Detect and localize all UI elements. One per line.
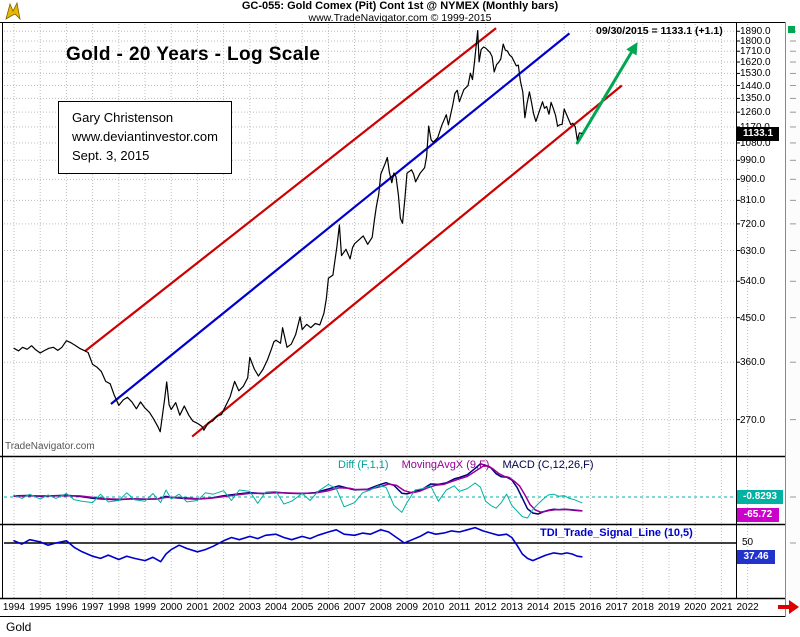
- year-axis-label: 2003: [238, 602, 261, 613]
- current-price-box: 1133.1: [737, 127, 779, 141]
- year-axis-label: 2000: [160, 602, 183, 613]
- movingavgx-value-box: -65.72: [737, 508, 779, 522]
- year-axis-label: 2020: [684, 602, 707, 613]
- year-axis-label: 2010: [422, 602, 445, 613]
- year-axis-label: 2004: [264, 602, 288, 613]
- scroll-right-arrow[interactable]: [778, 599, 800, 615]
- author-annotation-box: Gary Christenson www.deviantinvestor.com…: [58, 101, 232, 174]
- diff-value-box: -0.8293: [737, 490, 783, 504]
- year-axis-label: 2014: [526, 602, 550, 613]
- price-axis-label: 360.0: [740, 357, 766, 369]
- year-axis-label: 2022: [736, 602, 759, 613]
- year-axis-label: 2021: [710, 602, 733, 613]
- tdi-value-box: 37.46: [737, 550, 775, 564]
- year-axis-label: 2011: [448, 602, 471, 613]
- tdi-reference-label: 50: [742, 537, 754, 548]
- price-axis-label: 1890.0: [740, 26, 771, 38]
- year-axis-label: 2005: [291, 602, 314, 613]
- author-website: www.deviantinvestor.com: [72, 128, 218, 144]
- panel2-legend: TDI_Trade_Signal_Line (10,5): [540, 527, 693, 539]
- price-axis-label: 630.0: [740, 245, 766, 257]
- price-axis-label: 810.0: [740, 195, 766, 207]
- tradenavigator-watermark: TradeNavigator.com: [5, 441, 95, 452]
- price-axis-label: 1440.0: [740, 80, 771, 92]
- year-axis-label: 2012: [474, 602, 497, 613]
- price-axis-label: 450.0: [740, 312, 766, 324]
- annotation-date: Sept. 3, 2015: [72, 147, 150, 163]
- year-axis-label: 1998: [107, 602, 130, 613]
- movingavgx-legend-label: MovingAvgX (9,F): [401, 459, 490, 471]
- year-axis-label: 2008: [369, 602, 392, 613]
- price-axis-label: 1620.0: [740, 57, 771, 69]
- price-axis-label: 1710.0: [740, 46, 771, 58]
- macd-legend-label: MACD (C,12,26,F): [502, 459, 594, 471]
- panel-restore-button[interactable]: [788, 26, 795, 33]
- year-axis-label: 2015: [553, 602, 576, 613]
- chart-header: GC-055: Gold Comex (Pit) Cont 1st @ NYME…: [0, 1, 800, 24]
- year-axis-label: 2017: [605, 602, 628, 613]
- price-axis-label: 720.0: [740, 218, 766, 230]
- price-axis-label: 1260.0: [740, 107, 771, 119]
- year-axis-label: 1997: [81, 602, 104, 613]
- year-axis-label: 1995: [29, 602, 52, 613]
- year-axis-label: 2007: [343, 602, 366, 613]
- site-credit: www.TradeNavigator.com © 1999-2015: [308, 12, 492, 24]
- price-axis-label: 900.0: [740, 174, 766, 186]
- year-axis-label: 1999: [133, 602, 157, 613]
- price-axis-label: 270.0: [740, 414, 766, 426]
- panel-splitter-strip[interactable]: [785, 22, 800, 617]
- price-axis-label: 1080.0: [740, 137, 771, 149]
- year-axis-label: 2001: [186, 602, 209, 613]
- price-axis-label: 1800.0: [740, 35, 771, 47]
- year-axis-label: 2019: [657, 602, 681, 613]
- diff-legend-label: Diff (F,1,1): [338, 459, 389, 471]
- year-axis-label: 2016: [579, 602, 602, 613]
- year-axis-label: 2018: [631, 602, 654, 613]
- chart-title: Gold - 20 Years - Log Scale: [66, 44, 321, 65]
- last-quote-annotation: 09/30/2015 = 1133.1 (+1.1): [596, 25, 723, 37]
- year-axis-label: 2013: [500, 602, 523, 613]
- contract-title: GC-055: Gold Comex (Pit) Cont 1st @ NYME…: [241, 0, 559, 12]
- symbol-label: Gold: [6, 620, 32, 634]
- author-name: Gary Christenson: [72, 110, 174, 125]
- year-axis-label: 2009: [395, 602, 419, 613]
- price-axis-label: 1530.0: [740, 68, 771, 80]
- year-axis-label: 2006: [317, 602, 340, 613]
- year-axis-label: 1996: [55, 602, 78, 613]
- price-axis-label: 1350.0: [740, 93, 771, 105]
- year-axis-label: 2002: [212, 602, 235, 613]
- price-axis-label: 540.0: [740, 276, 766, 288]
- panel1-legend: Diff (F,1,1) MovingAvgX (9,F) MACD (C,12…: [338, 459, 604, 471]
- tradenavigator-logo-icon: [3, 1, 23, 21]
- price-axis-label: 990.0: [740, 155, 766, 167]
- year-axis-label: 1994: [2, 602, 26, 613]
